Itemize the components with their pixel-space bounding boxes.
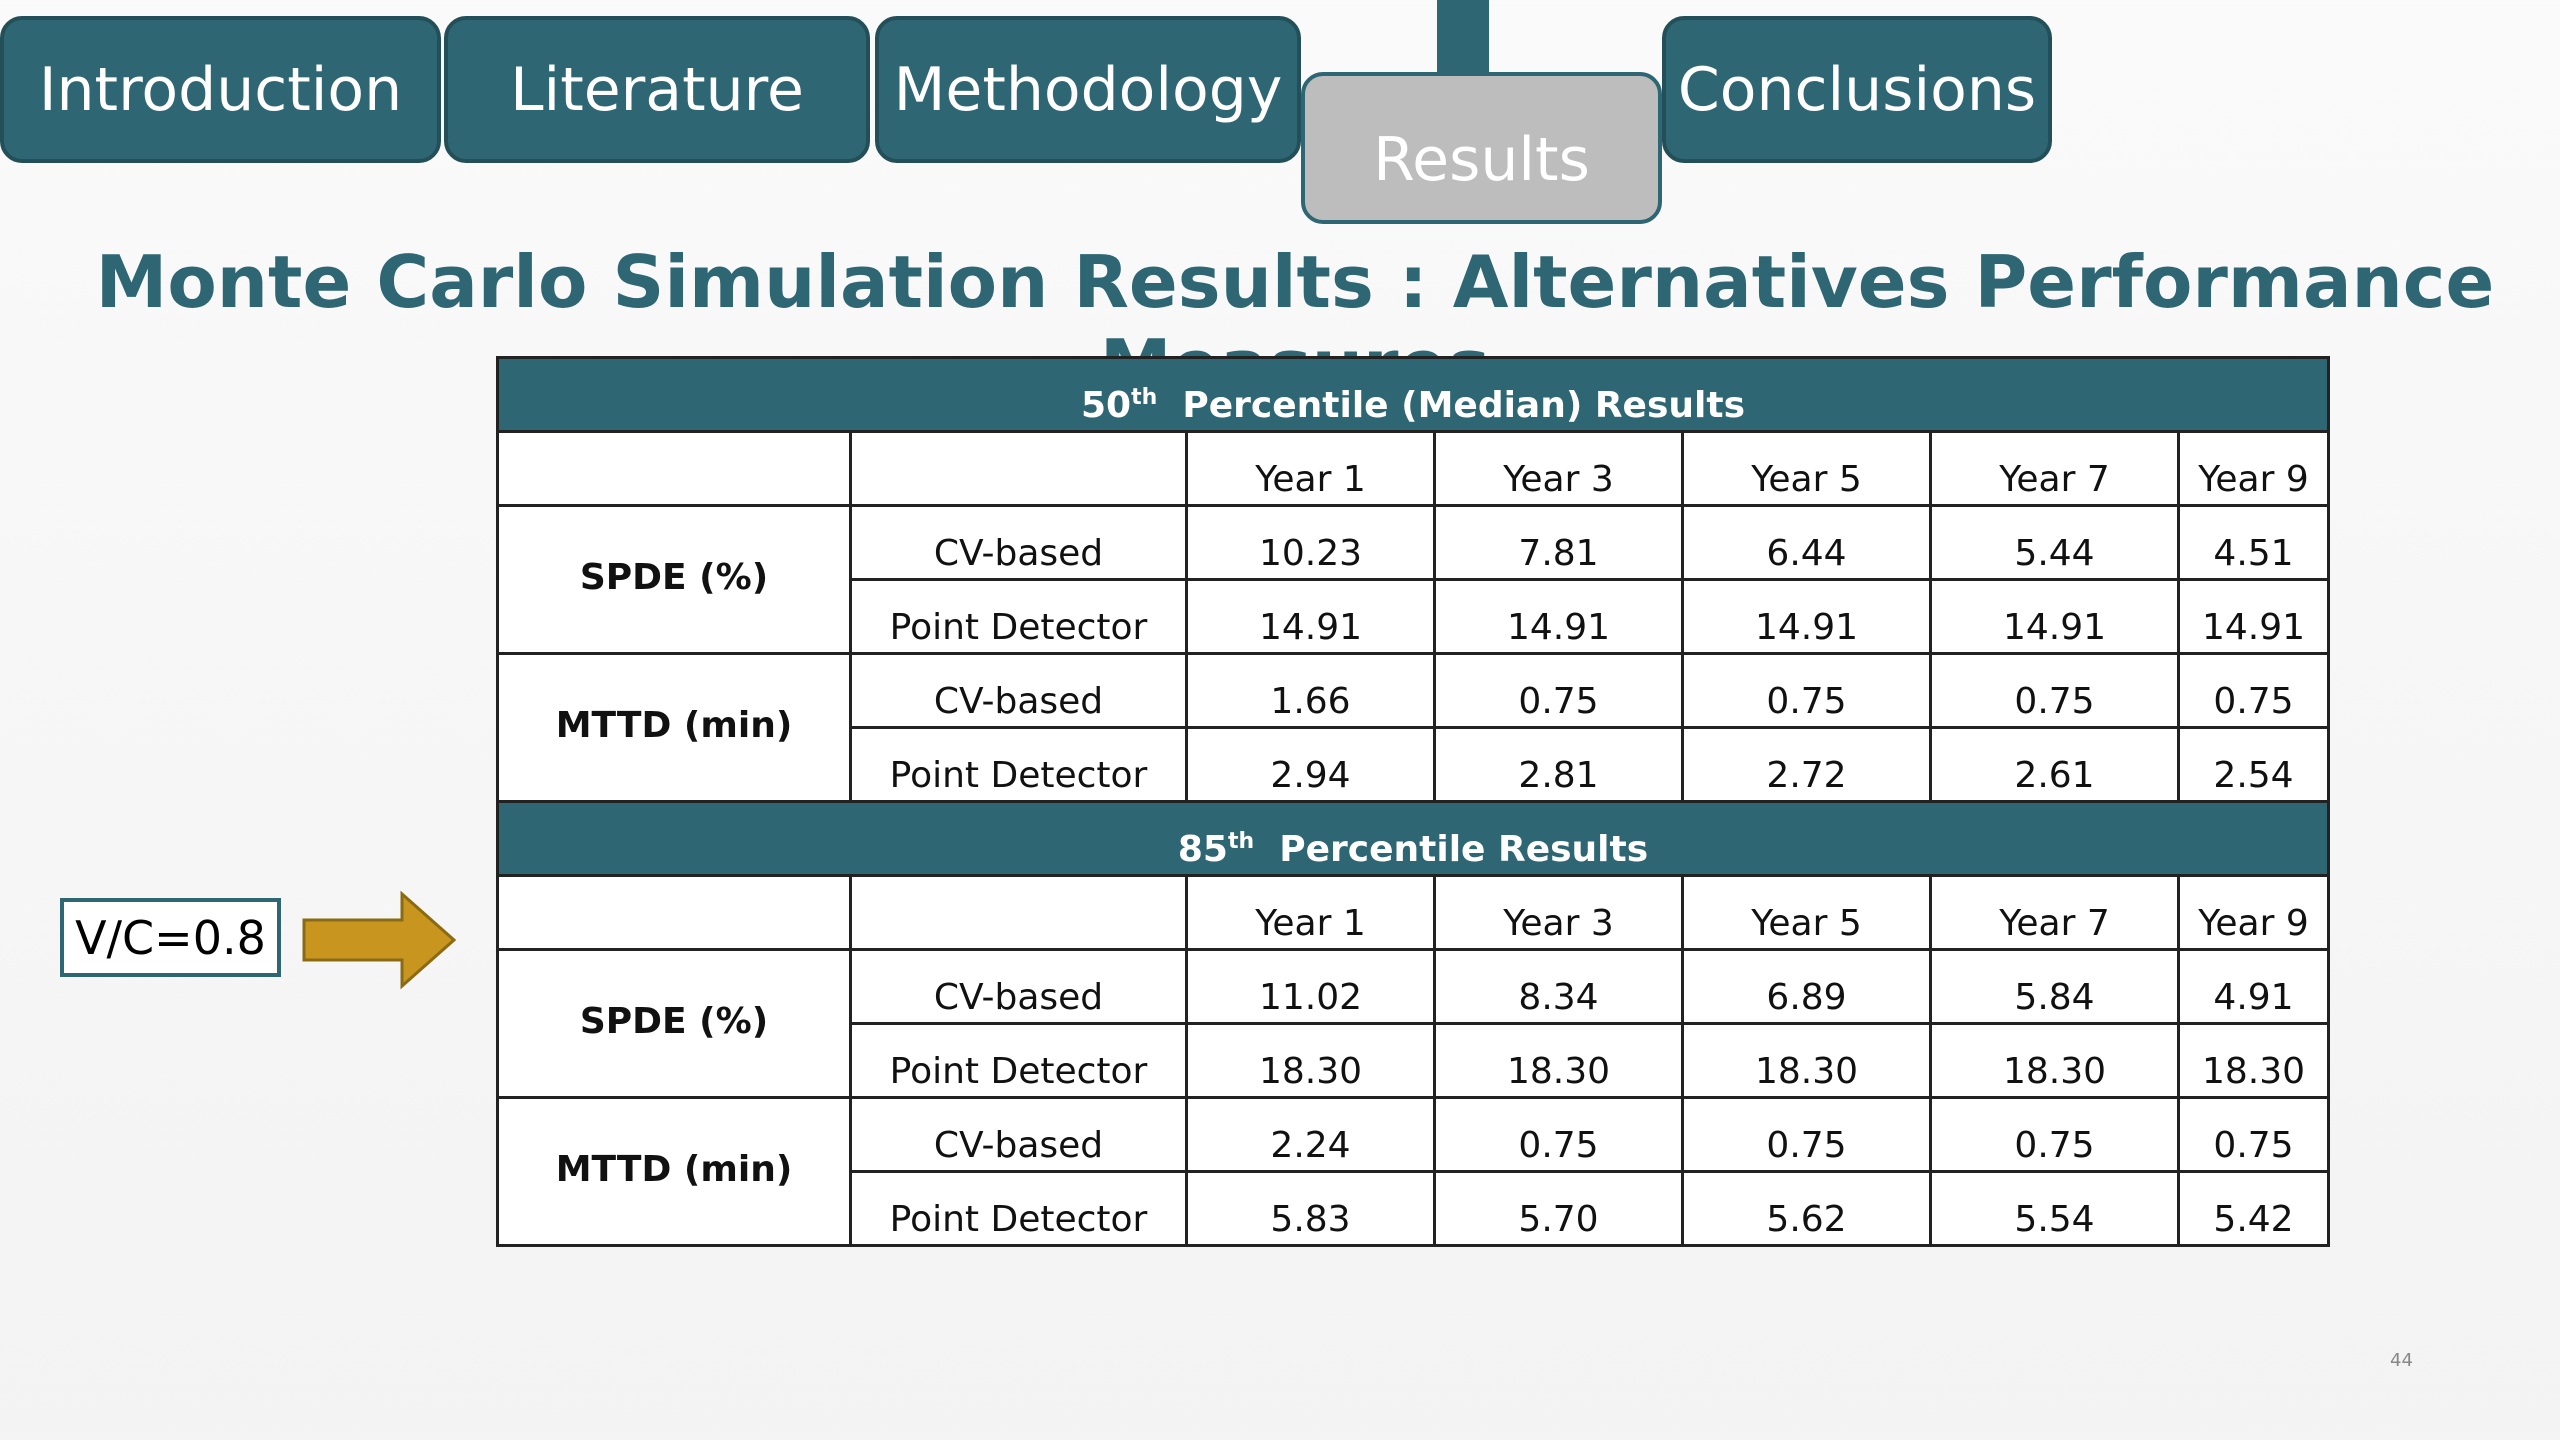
section-heading-row: 85th Percentile Results [496,800,2330,877]
data-row: SPDE (%) CV-based 10.23 7.81 6.44 5.44 4.51 [496,504,2330,655]
value-cell: 2.94 [1185,726,1436,803]
method-label: Point Detector [849,578,1188,655]
value-cell: 0.75 [2177,652,2330,729]
value-cell: 6.44 [1681,504,1932,581]
value-cell: 11.02 [1185,948,1436,1025]
section-heading-row: 50th Percentile (Median) Results [496,356,2330,433]
nav-tab[interactable]: Methodology [875,16,1301,163]
value-cell: 14.91 [1185,578,1436,655]
value-cell: 2.81 [1433,726,1684,803]
value-cell: 2.24 [1185,1096,1436,1173]
value-cell: 18.30 [1185,1022,1436,1099]
value-cell: 5.54 [1929,1170,2180,1247]
empty-cell [849,874,1188,951]
value-cell: 0.75 [1929,1096,2180,1173]
value-cell: 0.75 [1681,1096,1932,1173]
nav-tab[interactable]: Conclusions [1662,16,2052,163]
column-header: Year 5 [1681,430,1932,507]
value-cell: 5.62 [1681,1170,1932,1247]
section-heading: 50th Percentile (Median) Results [496,356,2330,433]
column-header: Year 7 [1929,874,2180,951]
value-cell: 0.75 [2177,1096,2330,1173]
data-row: MTTD (min) CV-based 1.66 0.75 0.75 0.75 0.75 [496,652,2330,803]
value-cell: 5.83 [1185,1170,1436,1247]
column-header: Year 9 [2177,874,2330,951]
page-number: 44 [2390,1350,2413,1371]
heading-suffix: th [1131,385,1158,410]
nav-tab[interactable]: Results [1301,72,1662,224]
column-header: Year 3 [1433,430,1684,507]
heading-text: Percentile Results [1279,829,1649,870]
value-cell: 1.66 [1185,652,1436,729]
heading-number: 50 [1080,385,1132,426]
data-row: MTTD (min) CV-based 2.24 0.75 0.75 0.75 0.75 [496,1096,2330,1247]
empty-cell [496,430,852,507]
value-cell: 4.91 [2177,948,2330,1025]
value-cell: 0.75 [1433,1096,1684,1173]
group-label: SPDE (%) [496,504,852,655]
data-row: Point Detector 5.83 5.70 5.62 5.54 5.42 [498,1170,2330,1247]
data-row: Point Detector 18.30 18.30 18.30 18.30 18.30 [498,1022,2330,1099]
column-header: Year 1 [1185,430,1436,507]
method-label: Point Detector [849,726,1188,803]
tab-connector [1437,0,1489,74]
column-header: Year 9 [2177,430,2330,507]
value-cell: 7.81 [1433,504,1684,581]
value-cell: 14.91 [2177,578,2330,655]
heading-number: 85 [1177,829,1228,870]
empty-cell [496,874,852,951]
slide-title: Monte Carlo Simulation Results : Alterna… [95,240,2495,408]
value-cell: 0.75 [1433,652,1684,729]
heading-suffix: th [1227,829,1255,854]
scenario-label: V/C=0.8 [60,898,281,977]
value-cell: 14.91 [1929,578,2180,655]
value-cell: 6.89 [1681,948,1932,1025]
method-label: Point Detector [849,1170,1188,1247]
value-cell: 18.30 [1681,1022,1932,1099]
value-cell: 14.91 [1433,578,1684,655]
group-label: MTTD (min) [496,652,852,803]
method-label: CV-based [849,504,1188,581]
value-cell: 2.61 [1929,726,2180,803]
nav-tab[interactable]: Literature [444,16,870,163]
empty-cell [849,430,1188,507]
value-cell: 5.84 [1929,948,2180,1025]
value-cell: 5.44 [1929,504,2180,581]
column-header: Year 7 [1929,430,2180,507]
column-header-row: Year 1 Year 3 Year 5 Year 7 Year 9 [496,874,2330,951]
value-cell: 14.91 [1681,578,1932,655]
data-row: Point Detector 2.94 2.81 2.72 2.61 2.54 [498,726,2330,803]
method-label: Point Detector [849,1022,1188,1099]
method-label: CV-based [849,1096,1188,1173]
value-cell: 5.42 [2177,1170,2330,1247]
arrow-shape [302,890,457,990]
method-label: CV-based [849,948,1188,1025]
value-cell: 18.30 [2177,1022,2330,1099]
column-header: Year 1 [1185,874,1436,951]
heading-text: Percentile (Median) Results [1182,385,1746,426]
data-row: SPDE (%) CV-based 11.02 8.34 6.89 5.84 4.91 [496,948,2330,1099]
nav-tab[interactable]: Introduction [0,16,441,163]
value-cell: 4.51 [2177,504,2330,581]
column-header-row: Year 1 Year 3 Year 5 Year 7 Year 9 [496,430,2330,507]
method-label: CV-based [849,652,1188,729]
value-cell: 18.30 [1433,1022,1684,1099]
value-cell: 5.70 [1433,1170,1684,1247]
value-cell: 0.75 [1929,652,2180,729]
value-cell: 2.54 [2177,726,2330,803]
value-cell: 18.30 [1929,1022,2180,1099]
value-cell: 0.75 [1681,652,1932,729]
data-row: Point Detector 14.91 14.91 14.91 14.91 14.91 [498,578,2330,655]
section-heading: 85th Percentile Results [496,800,2330,877]
results-table: 50th Percentile (Median) Results Year 1 Ye… [496,356,2330,1247]
column-header: Year 3 [1433,874,1684,951]
value-cell: 2.72 [1681,726,1932,803]
value-cell: 8.34 [1433,948,1684,1025]
group-label: SPDE (%) [496,948,852,1099]
value-cell: 10.23 [1185,504,1436,581]
column-header: Year 5 [1681,874,1932,951]
arrow [302,890,457,990]
group-label: MTTD (min) [496,1096,852,1247]
